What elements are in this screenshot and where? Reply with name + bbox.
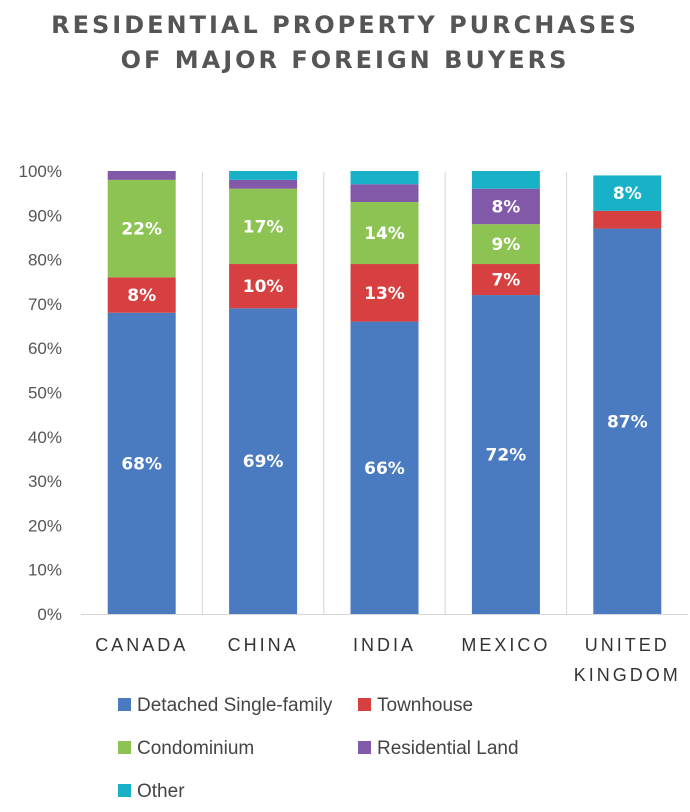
bar-segment bbox=[229, 171, 298, 180]
legend: Detached Single-family Townhouse Condomini… bbox=[118, 695, 519, 802]
data-label: 68% bbox=[121, 454, 162, 474]
bar-segment bbox=[471, 171, 540, 189]
legend-swatch bbox=[118, 784, 131, 797]
y-tick-label: 90% bbox=[28, 206, 62, 225]
bar-segment bbox=[229, 264, 298, 309]
bar-segment bbox=[229, 308, 298, 614]
x-category-label: MEXICO bbox=[461, 635, 550, 655]
data-label: 10% bbox=[243, 277, 284, 297]
legend-swatch bbox=[358, 741, 371, 754]
bar-segment bbox=[107, 312, 176, 614]
bar-segment bbox=[593, 228, 662, 614]
x-category-label: UNITED bbox=[585, 635, 670, 655]
y-tick-label: 60% bbox=[28, 339, 62, 358]
data-label: 17% bbox=[243, 217, 284, 237]
plot-area: 0% 10% 20% 30% 40% 50% 60% 70% 80% 90% 100% 68% 8% 22… bbox=[19, 162, 688, 685]
y-tick-label: 30% bbox=[28, 472, 62, 491]
y-tick-label: 80% bbox=[28, 251, 62, 270]
legend-label: Residential Land bbox=[377, 738, 519, 759]
y-tick-label: 70% bbox=[28, 295, 62, 314]
bar-segment bbox=[350, 202, 419, 265]
data-label: 66% bbox=[364, 459, 405, 479]
legend-label: Condominium bbox=[137, 738, 254, 759]
bar-segment bbox=[107, 277, 176, 313]
bar-segment bbox=[593, 210, 662, 229]
legend-label: Townhouse bbox=[377, 695, 473, 716]
bar-segment bbox=[350, 184, 419, 203]
chart-title-line-1: RESIDENTIAL PROPERTY PURCHASES bbox=[51, 11, 639, 39]
y-tick-label: 10% bbox=[28, 561, 62, 580]
legend-swatch bbox=[358, 698, 371, 711]
bar-segment bbox=[229, 188, 298, 265]
y-tick-label: 40% bbox=[28, 428, 62, 447]
bar-segment bbox=[593, 175, 662, 211]
data-label: 8% bbox=[613, 184, 642, 204]
x-category-label: CANADA bbox=[95, 635, 188, 655]
bar-segment bbox=[471, 224, 540, 265]
y-tick-label: 100% bbox=[19, 162, 62, 181]
data-label: 14% bbox=[364, 224, 405, 244]
data-label: 13% bbox=[364, 284, 405, 304]
y-tick-label: 20% bbox=[28, 516, 62, 535]
bar-segment bbox=[471, 295, 540, 614]
legend-swatch bbox=[118, 741, 131, 754]
y-tick-label: 50% bbox=[28, 384, 62, 403]
y-tick-label: 0% bbox=[37, 605, 62, 624]
bar-segment bbox=[229, 179, 298, 189]
bar-segment bbox=[471, 188, 540, 225]
data-label: 8% bbox=[491, 197, 520, 217]
bar-segment bbox=[350, 171, 419, 185]
data-label: 22% bbox=[121, 220, 162, 240]
data-label: 72% bbox=[486, 446, 527, 466]
bar-segment bbox=[107, 179, 176, 278]
data-label: 69% bbox=[243, 452, 284, 472]
bar-segment bbox=[350, 321, 419, 614]
x-category-label: KINGDOM bbox=[574, 665, 681, 685]
bar-segment bbox=[107, 171, 176, 180]
bar-segment bbox=[471, 264, 540, 296]
x-category-label: CHINA bbox=[228, 635, 299, 655]
data-label: 87% bbox=[607, 412, 648, 432]
legend-label: Detached Single-family bbox=[137, 695, 333, 716]
chart-title-line-2: OF MAJOR FOREIGN BUYERS bbox=[121, 46, 570, 74]
legend-label: Other bbox=[137, 781, 185, 802]
bar-segment bbox=[350, 264, 419, 322]
data-label: 8% bbox=[127, 286, 156, 306]
legend-swatch bbox=[118, 698, 131, 711]
data-label: 7% bbox=[491, 271, 520, 291]
x-category-label: INDIA bbox=[353, 635, 416, 655]
data-label: 9% bbox=[491, 235, 520, 255]
